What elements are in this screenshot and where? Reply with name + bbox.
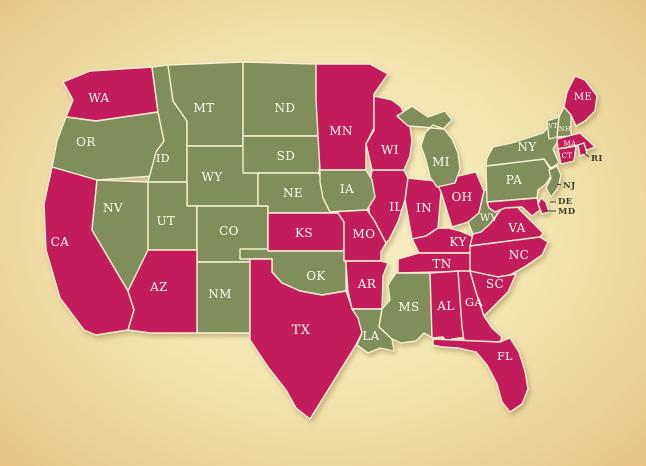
state-NM[interactable] <box>196 261 251 334</box>
state-FL[interactable] <box>432 337 529 413</box>
state-ME[interactable] <box>563 75 598 127</box>
state-SC[interactable] <box>469 270 517 317</box>
state-NY[interactable] <box>485 119 561 169</box>
state-AR[interactable] <box>345 260 389 310</box>
state-IA[interactable] <box>319 169 376 213</box>
state-MI[interactable] <box>396 105 461 188</box>
states-layer <box>43 61 598 420</box>
state-NH[interactable] <box>556 106 572 138</box>
state-KS[interactable] <box>267 212 345 252</box>
state-OR[interactable] <box>51 111 165 181</box>
state-MD[interactable] <box>486 197 541 217</box>
state-NJ[interactable] <box>545 165 562 198</box>
state-label-MD: MD <box>558 207 576 217</box>
state-label-NJ: NJ <box>563 181 575 191</box>
state-WA[interactable] <box>62 66 159 122</box>
state-DE[interactable] <box>537 197 550 215</box>
state-MO[interactable] <box>329 209 387 262</box>
leader-line-RI <box>582 151 590 158</box>
state-MS[interactable] <box>378 272 434 344</box>
state-label-RI: RI <box>591 154 603 164</box>
state-AZ[interactable] <box>127 249 198 334</box>
leader-line-NJ <box>556 183 562 186</box>
state-ND[interactable] <box>242 61 319 137</box>
state-CT[interactable] <box>557 145 577 165</box>
state-label-DE: DE <box>558 197 573 207</box>
state-SD[interactable] <box>242 135 322 174</box>
state-RI[interactable] <box>577 142 588 157</box>
